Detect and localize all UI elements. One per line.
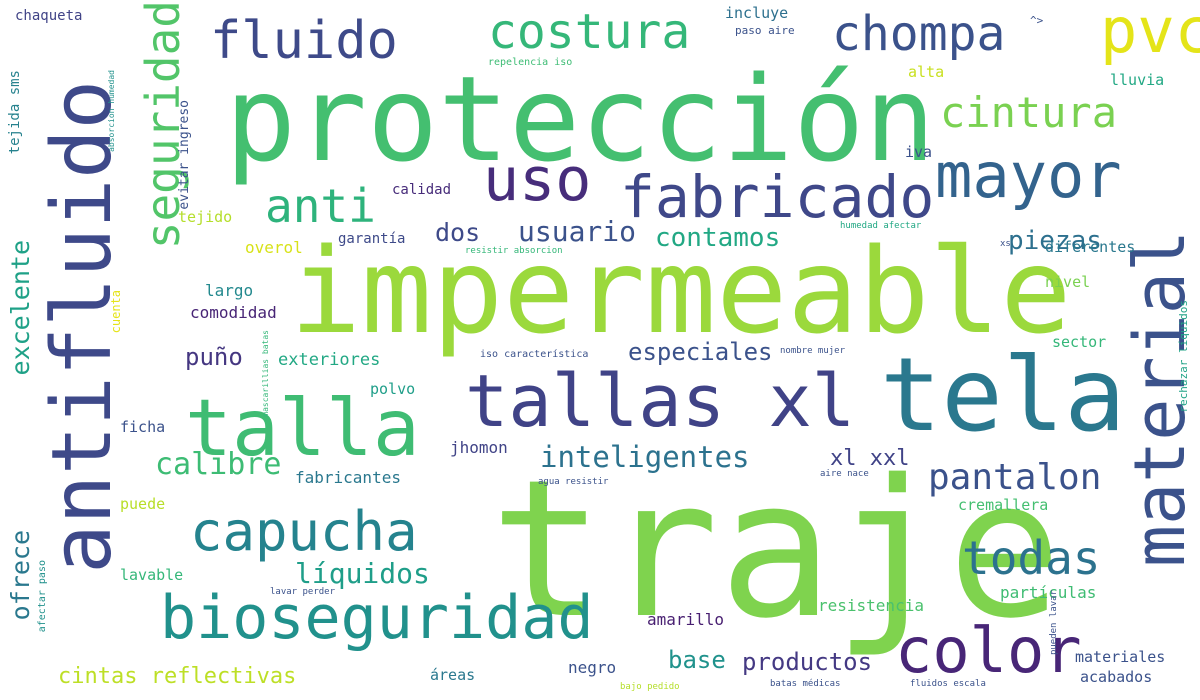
- word-chaqueta: chaqueta: [15, 8, 83, 24]
- word-overol: overol: [245, 238, 303, 257]
- word-resistencia: resistencia: [818, 596, 924, 615]
- word-dos: dos: [435, 218, 481, 247]
- word-cintas-reflectivas: cintas reflectivas: [58, 664, 297, 689]
- word-ficha: ficha: [120, 418, 166, 436]
- word-tela: tela: [880, 336, 1126, 455]
- word-bioseguridad: bioseguridad: [160, 583, 594, 653]
- word-calibre: calibre: [155, 447, 282, 482]
- word-negro: negro: [568, 658, 617, 677]
- word-nombre-mujer: nombre mujer: [780, 346, 846, 356]
- word-absorcion-humedad: absorcion humedad: [107, 70, 116, 152]
- word-talla: talla: [185, 384, 420, 474]
- word-batas-medicas: batas médicas: [770, 679, 841, 689]
- word-aire-nace: aire nace: [820, 469, 869, 479]
- word-bajo-pedido: bajo pedido: [620, 682, 680, 692]
- word-iva: iva: [905, 143, 933, 161]
- word-traje: traje: [490, 439, 1062, 660]
- word-puede: puede: [120, 495, 166, 513]
- word-evitar-ingreso: evitar ingreso: [177, 100, 192, 210]
- word-exteriores: exteriores: [278, 350, 381, 370]
- word-rechazar-liquidos: rechazar líquidos: [1177, 300, 1190, 413]
- word-capucha: capucha: [190, 500, 418, 563]
- word-fabricado: fabricado: [620, 163, 935, 231]
- word-usuario: usuario: [518, 215, 637, 248]
- word-alta: alta: [908, 63, 945, 81]
- word-mascarillias-batas: mascarillias batas: [261, 330, 270, 417]
- word-afectar-paso: afectar paso: [37, 560, 48, 633]
- word-calidad: calidad: [392, 182, 452, 198]
- word-xs: xs: [1000, 239, 1011, 249]
- word-comodidad: comodidad: [190, 303, 277, 322]
- word-proteccion: protección: [225, 50, 936, 188]
- word-chompa: chompa: [832, 6, 1006, 62]
- word-liquidos: líquidos: [295, 557, 430, 590]
- word-costura: costura: [488, 4, 691, 60]
- word-inteligentes: inteligentes: [540, 440, 750, 474]
- word-incluye: incluye: [725, 4, 789, 22]
- word-mayor: mayor: [935, 139, 1122, 212]
- word-sector: sector: [1052, 333, 1107, 351]
- word-pueden-lavar: pueden lavar: [1049, 590, 1059, 656]
- word-jhomon: jhomon: [450, 438, 508, 457]
- word-pantalon: pantalon: [928, 457, 1102, 498]
- word-particulas: partículas: [1000, 583, 1097, 602]
- word-nivel: nivel: [1045, 273, 1091, 291]
- word-repelencia-iso: repelencia iso: [488, 57, 573, 68]
- word-uso: uso: [483, 145, 592, 215]
- word-resistir-absorcion: resistir absorcion: [465, 246, 563, 256]
- word-humedad-afectar: humedad afectar: [840, 221, 922, 231]
- word-largo: largo: [205, 281, 254, 300]
- word-anti: anti: [265, 179, 376, 233]
- word-garantia: garantía: [338, 231, 406, 247]
- word-excelente: excelente: [6, 240, 35, 376]
- word-color: color: [895, 614, 1082, 687]
- word-diferentes: diferentes: [1045, 238, 1136, 256]
- word-cintura: cintura: [940, 88, 1118, 137]
- word-agua-resistir: agua resistir: [538, 477, 609, 487]
- word-todas: todas: [962, 531, 1101, 585]
- word-tejido: tejido: [178, 208, 233, 226]
- word-especiales: especiales: [628, 338, 773, 366]
- word-chevron: ^>: [1030, 14, 1044, 27]
- word-piezas: piezas: [1008, 226, 1102, 256]
- word-acabados: acabados: [1080, 668, 1153, 686]
- word-tallas-xl: tallas xl: [465, 359, 856, 443]
- word-tejida-sms: tejida sms: [7, 70, 23, 155]
- word-areas: áreas: [430, 666, 476, 684]
- word-puno: puño: [185, 343, 243, 371]
- word-fabricantes: fabricantes: [295, 468, 401, 487]
- word-cuenta: cuenta: [109, 290, 123, 334]
- word-lluvia: lluvia: [1110, 71, 1165, 89]
- word-lavable: lavable: [120, 566, 184, 584]
- word-polvo: polvo: [370, 380, 416, 398]
- word-iso-caracteristica: iso característica: [480, 349, 589, 360]
- word-fluidos-escala: fluidos escala: [910, 679, 986, 689]
- word-amarillo: amarillo: [647, 610, 725, 629]
- word-xl-xxl: xl xxl: [830, 446, 910, 471]
- word-pvc: pvc: [1100, 0, 1200, 67]
- word-materiales: materiales: [1075, 648, 1166, 666]
- word-lavar-perder: lavar perder: [270, 587, 336, 597]
- word-cremallera: cremallera: [958, 496, 1049, 514]
- word-base: base: [668, 646, 726, 674]
- word-fluido: fluido: [210, 11, 398, 71]
- word-paso-aire: paso aire: [735, 24, 795, 37]
- word-contamos: contamos: [655, 223, 781, 253]
- word-ofrece: ofrece: [6, 530, 35, 621]
- word-productos: productos: [742, 648, 873, 676]
- word-impermeable: impermeable: [290, 222, 1072, 360]
